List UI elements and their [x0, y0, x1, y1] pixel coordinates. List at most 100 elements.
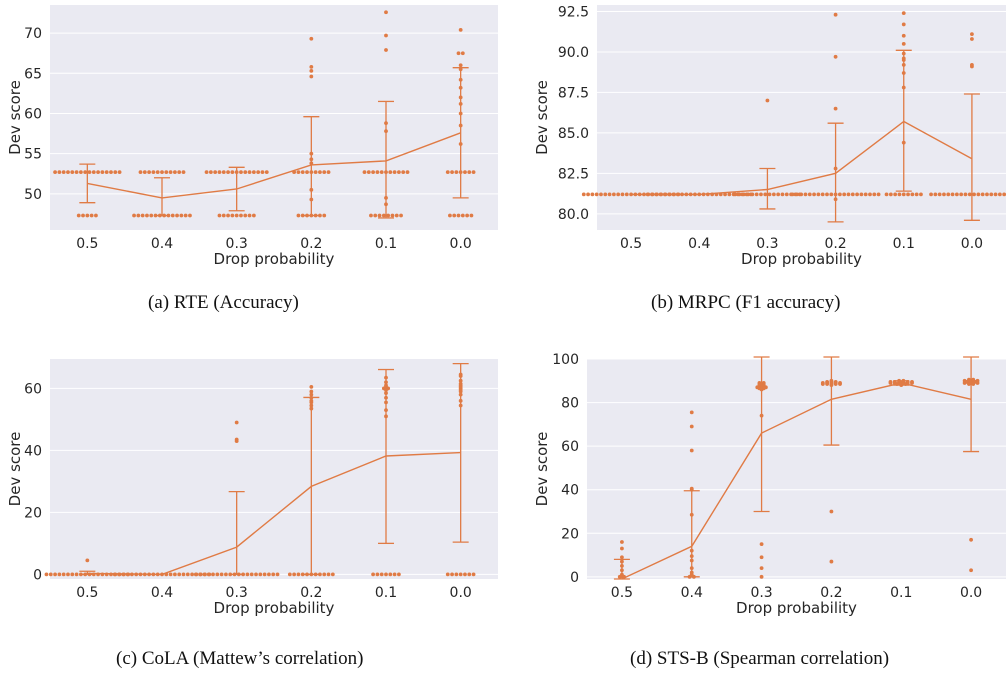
data-point	[390, 213, 395, 218]
data-point	[309, 384, 314, 389]
data-point	[251, 170, 256, 175]
data-point	[226, 213, 230, 218]
y-tick-label: 0	[570, 570, 579, 586]
y-tick-label: 80.0	[558, 207, 589, 223]
y-tick-label: 100	[552, 352, 579, 368]
x-tick-label: 0.0	[450, 585, 472, 601]
data-point	[89, 213, 94, 218]
data-point	[309, 389, 314, 394]
data-point	[247, 213, 252, 218]
data-point	[405, 170, 410, 175]
data-point	[970, 62, 974, 67]
data-point	[296, 170, 301, 175]
data-point	[179, 213, 184, 218]
y-tick-label: 60	[561, 439, 579, 455]
caption-stsb: (d) STS-B (Spearman correlation)	[630, 648, 890, 669]
data-point	[790, 192, 795, 197]
data-point	[620, 192, 625, 197]
data-point	[87, 170, 92, 175]
data-point	[388, 170, 393, 175]
data-point	[616, 192, 621, 197]
data-point	[837, 192, 842, 197]
data-point	[893, 192, 898, 197]
data-point	[723, 192, 727, 197]
data-point	[901, 41, 906, 46]
x-tick-label: 0.3	[756, 236, 778, 252]
y-tick-labels: 80.0 82.5 85.0 87.5 90.0 92.5	[558, 4, 589, 222]
y-axis-title: Dev score	[6, 80, 24, 155]
data-point	[224, 572, 228, 577]
data-point	[230, 213, 235, 218]
data-point	[318, 170, 322, 175]
data-point	[213, 170, 218, 175]
data-point	[799, 192, 804, 197]
data-point	[963, 192, 968, 197]
data-point	[239, 213, 243, 218]
data-point	[969, 537, 973, 542]
grid-lines	[587, 358, 1006, 578]
data-point	[369, 213, 373, 218]
data-point	[109, 170, 113, 175]
data-point	[829, 509, 834, 514]
data-point	[309, 74, 314, 79]
data-point	[829, 559, 834, 564]
data-point	[971, 382, 976, 386]
data-point	[465, 213, 470, 218]
data-point	[833, 12, 838, 17]
chart-stsb: 0 20 40 60 80 100 0.5 0.4 0.3 0.2 0.1 0.0 Drop pro…	[533, 352, 1006, 617]
data-point	[1002, 192, 1006, 197]
data-point	[607, 192, 612, 197]
data-point	[884, 192, 889, 197]
data-point	[989, 192, 994, 197]
data-point	[234, 213, 239, 218]
data-point	[450, 572, 454, 577]
data-point	[872, 192, 877, 197]
data-point	[946, 192, 951, 197]
data-point	[820, 192, 825, 197]
data-point	[617, 574, 622, 579]
data-point	[256, 170, 261, 175]
data-point	[211, 572, 215, 577]
grid-lines	[50, 32, 498, 195]
data-point	[234, 420, 239, 425]
data-point	[322, 170, 327, 175]
data-point	[262, 572, 267, 577]
caption-mrpc: (b) MRPC (F1 accuracy)	[651, 292, 841, 313]
data-point	[85, 558, 90, 563]
x-tick-label: 0.2	[300, 236, 322, 252]
data-point	[245, 572, 250, 577]
y-tick-label: 92.5	[558, 4, 589, 20]
data-point	[933, 192, 938, 197]
data-point	[104, 170, 109, 175]
data-point	[942, 192, 946, 197]
data-point	[763, 192, 768, 197]
data-point	[94, 213, 98, 218]
data-point	[206, 572, 211, 577]
data-point	[173, 572, 177, 577]
data-point	[309, 68, 314, 73]
y-tick-label: 60	[24, 381, 42, 397]
data-point	[469, 213, 474, 218]
data-point	[384, 33, 388, 38]
data-point	[855, 192, 859, 197]
data-point	[897, 192, 902, 197]
data-point	[829, 192, 834, 197]
data-point	[967, 192, 972, 197]
data-point	[384, 10, 388, 15]
data-point	[784, 192, 789, 197]
data-point	[445, 170, 450, 175]
x-tick-label: 0.1	[375, 585, 397, 601]
data-point	[950, 192, 955, 197]
x-tick-label: 0.0	[450, 236, 472, 252]
data-point	[997, 192, 1002, 197]
data-point	[975, 381, 980, 385]
x-tick-label: 0.3	[226, 585, 248, 601]
data-point	[448, 213, 452, 218]
data-point	[767, 192, 772, 197]
data-point	[160, 170, 164, 175]
y-axis-title: Dev score	[6, 432, 24, 507]
x-tick-label: 0.4	[151, 236, 173, 252]
data-point	[906, 192, 910, 197]
data-point	[689, 410, 694, 415]
data-point	[267, 572, 271, 577]
